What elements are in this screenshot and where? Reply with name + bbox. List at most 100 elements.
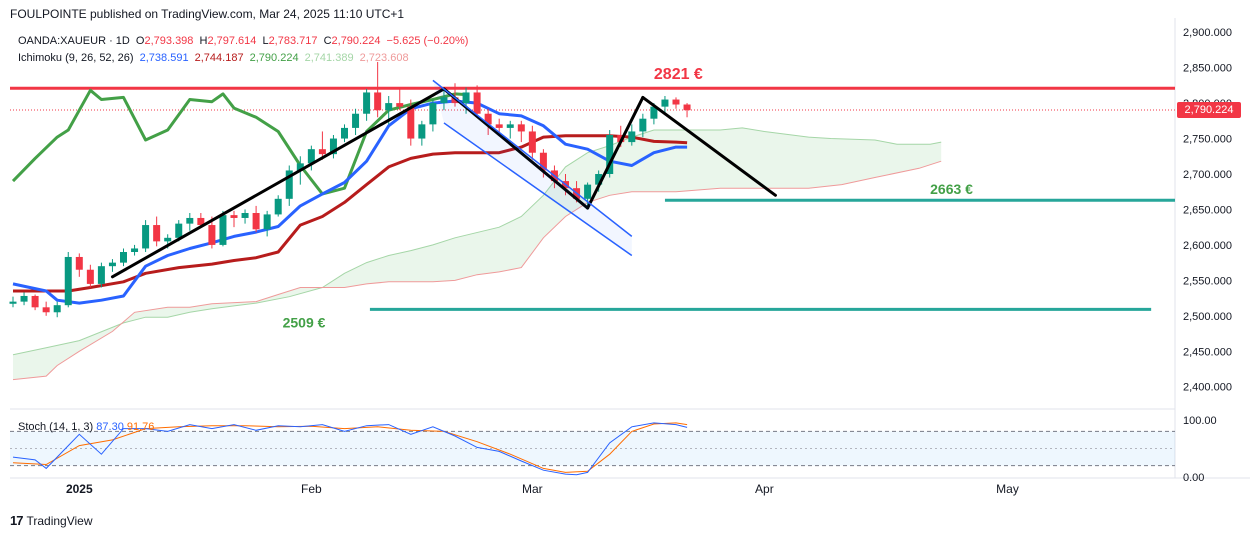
candle-body: [440, 97, 448, 104]
cloud-fill: [13, 127, 942, 380]
symbol-name[interactable]: OANDA:XAUEUR · 1D: [18, 35, 130, 47]
candles: [9, 61, 691, 318]
candle-body: [31, 295, 39, 308]
candle-body: [97, 266, 105, 284]
stoch-k-line: [12, 422, 688, 476]
candle-body: [595, 174, 603, 185]
candle: [517, 120, 525, 143]
price-tick-label: 2,750.000: [1183, 134, 1232, 146]
price-tick-label: 2,650.000: [1183, 204, 1232, 216]
candle: [131, 244, 139, 256]
ichimoku-kijun-value: 2,744.187: [194, 52, 244, 64]
price-tick-label: 2,700.000: [1183, 169, 1232, 181]
candle: [197, 213, 205, 228]
candle-body: [75, 256, 83, 270]
resistance-label: 2821 €: [654, 66, 703, 83]
candle: [230, 210, 238, 228]
candle-body: [429, 103, 437, 125]
time-tick-label: May: [996, 482, 1019, 496]
candle-body: [131, 248, 139, 252]
candle-body: [473, 92, 481, 114]
candle-body: [363, 92, 371, 114]
candle: [363, 88, 371, 121]
candle: [506, 120, 514, 139]
ichimoku-span-b-value: 2,723.608: [359, 52, 409, 64]
channel-fill: [432, 80, 632, 256]
ichimoku-label[interactable]: Ichimoku (9, 26, 52, 26): [18, 52, 134, 64]
candle: [683, 103, 691, 118]
candle: [263, 210, 271, 237]
chart-grid: [10, 18, 1250, 479]
time-tick-label: Mar: [522, 482, 543, 496]
ohlc-change: −5.625 (−0.20%): [386, 35, 469, 47]
candle-body: [462, 92, 470, 104]
candle-body: [528, 131, 536, 153]
trend-line: [110, 87, 446, 279]
channel-line: [432, 79, 633, 237]
candle-body: [153, 225, 161, 242]
candle-body: [296, 163, 304, 171]
trend-line: [641, 95, 777, 197]
candle: [31, 294, 39, 311]
candle-body: [407, 106, 415, 139]
candle: [473, 85, 481, 118]
candle: [153, 216, 161, 247]
candle-body: [639, 118, 647, 132]
candle: [528, 125, 536, 160]
senkou-span-b-line: [12, 160, 942, 381]
candle: [352, 108, 360, 135]
stoch-label[interactable]: Stoch (14, 1, 3): [18, 421, 94, 433]
candle: [274, 195, 282, 217]
candle-body: [142, 225, 150, 249]
stoch-legend[interactable]: Stoch (14, 1, 3) 87.30 91.76: [18, 421, 154, 433]
candle-body: [385, 103, 393, 111]
candle: [418, 120, 426, 146]
candle-body: [285, 170, 293, 199]
candle: [374, 61, 382, 118]
candle-body: [539, 152, 547, 171]
ichimoku-chikou-value: 2,790.224: [249, 52, 299, 64]
support-1-label: 2663 €: [930, 181, 973, 197]
time-axis[interactable]: 2025 Feb Mar Apr May: [66, 482, 1019, 496]
footer-brand[interactable]: 17 TradingView: [10, 513, 93, 528]
last-price-tag: 2,790.224: [1177, 102, 1241, 119]
candle: [329, 135, 337, 159]
ohlc-low: L2,783.717: [262, 35, 318, 47]
price-tick-label: 2,550.000: [1183, 275, 1232, 287]
candle: [285, 165, 293, 206]
candle-body: [241, 213, 249, 218]
ichimoku-legend[interactable]: Ichimoku (9, 26, 52, 26) 2,738.591 2,744…: [18, 52, 412, 64]
candle: [241, 209, 249, 224]
candle-body: [86, 269, 94, 284]
ohlc-open: O2,793.398: [135, 35, 194, 47]
candle-body: [606, 135, 614, 174]
candle: [20, 292, 28, 306]
candle: [639, 113, 647, 138]
candle: [307, 145, 315, 171]
candle: [97, 262, 105, 288]
candle: [42, 301, 50, 316]
candle: [484, 108, 492, 135]
candle-body: [186, 217, 194, 224]
candle-body: [650, 106, 658, 119]
candle-body: [451, 97, 459, 104]
candle: [86, 264, 94, 288]
ichimoku-span-a-value: 2,741.389: [304, 52, 354, 64]
price-axis[interactable]: 2,900.0002,850.0002,800.0002,750.0002,70…: [1183, 27, 1232, 484]
price-tick-label: 2,850.000: [1183, 63, 1232, 75]
tradingview-brand-text: TradingView: [26, 513, 93, 528]
candle: [53, 301, 61, 318]
candle-body: [329, 138, 337, 155]
candle: [219, 210, 227, 247]
candle: [672, 97, 680, 109]
candle-body: [175, 223, 183, 238]
candle-body: [506, 124, 514, 128]
senkou-span-a-line: [12, 127, 942, 356]
candle-body: [53, 305, 61, 313]
candle-body: [352, 113, 360, 128]
candle: [341, 124, 348, 143]
candle: [120, 248, 127, 267]
symbol-legend[interactable]: OANDA:XAUEUR · 1D O2,793.398 H2,797.614 …: [18, 35, 471, 47]
candle: [186, 213, 194, 231]
